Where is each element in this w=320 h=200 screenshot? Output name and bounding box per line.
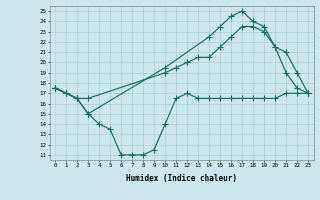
X-axis label: Humidex (Indice chaleur): Humidex (Indice chaleur)	[126, 174, 237, 183]
